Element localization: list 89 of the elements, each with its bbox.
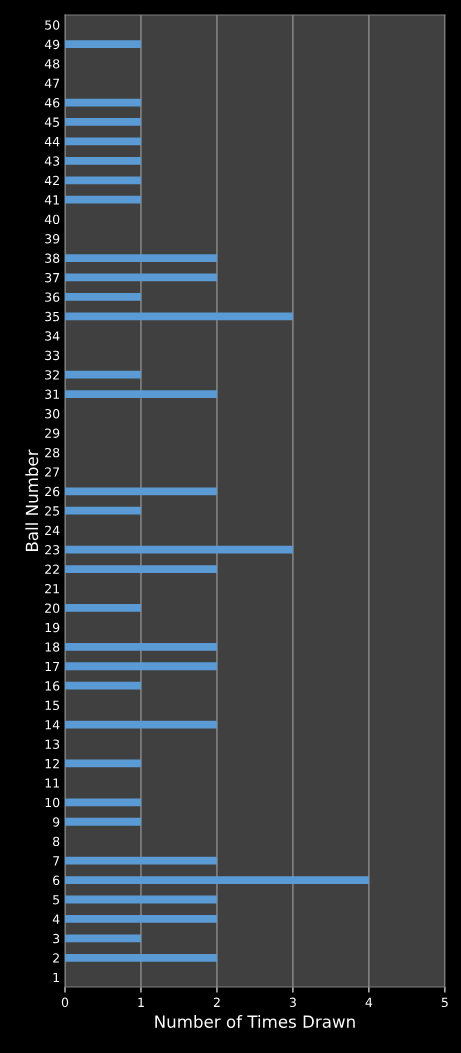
bar (65, 312, 293, 321)
y-tick-label: 13 (45, 739, 60, 749)
bar (65, 545, 293, 554)
bar (65, 681, 141, 690)
y-tick-label: 33 (45, 350, 60, 361)
x-tick-label: 5 (441, 997, 448, 1008)
bar (65, 370, 141, 379)
y-tick-label: 35 (45, 311, 60, 322)
x-tick-label: 2 (213, 997, 220, 1007)
bar (65, 293, 141, 301)
bar (65, 915, 217, 923)
y-tick-label: 18 (45, 642, 60, 652)
y-tick-label: 11 (45, 778, 59, 788)
y-tick-label: 47 (44, 78, 60, 88)
bar (65, 254, 217, 262)
y-tick-label: 29 (45, 428, 60, 438)
y-tick-label: 2 (53, 953, 59, 963)
y-tick-label: 14 (45, 720, 60, 730)
y-tick-label: 36 (45, 292, 60, 302)
bar (65, 856, 217, 865)
bar (65, 817, 141, 826)
y-tick-label: 50 (45, 20, 60, 30)
y-tick-label: 16 (45, 681, 60, 691)
y-tick-label: 23 (45, 545, 60, 555)
y-tick-label: 4 (52, 914, 60, 924)
y-tick-label: 46 (44, 98, 60, 108)
y-tick-label: 43 (44, 156, 60, 166)
x-tick-label: 3 (289, 997, 296, 1008)
y-tick-label: 19 (45, 622, 60, 633)
bar (65, 662, 217, 671)
y-tick-label: 9 (52, 817, 60, 827)
x-tick-label: 4 (365, 997, 373, 1007)
bar (65, 195, 141, 204)
y-tick-label: 20 (45, 603, 60, 613)
bar (65, 934, 141, 943)
bar (65, 118, 141, 126)
y-tick-label: 45 (44, 117, 60, 127)
x-axis-title: Number of Times Drawn (155, 1015, 355, 1028)
bar (65, 137, 141, 146)
bar (65, 565, 217, 573)
y-tick-label: 17 (45, 661, 60, 671)
bar (65, 798, 141, 807)
y-tick-label: 48 (44, 59, 60, 69)
x-tick-label: 1 (138, 997, 144, 1007)
x-tick-label: 0 (61, 997, 69, 1008)
y-tick-label: 30 (45, 409, 60, 419)
bar (65, 273, 217, 282)
bar (65, 40, 141, 49)
y-tick-label: 39 (45, 234, 60, 244)
y-tick-label: 10 (45, 797, 60, 808)
y-tick-label: 27 (45, 467, 60, 477)
y-tick-label: 49 (44, 39, 60, 50)
bar (65, 487, 217, 496)
y-tick-label: 37 (45, 272, 60, 283)
y-tick-label: 40 (44, 214, 60, 225)
y-tick-label: 5 (53, 895, 60, 905)
bar (65, 642, 217, 651)
y-tick-label: 34 (45, 331, 60, 341)
bar (65, 604, 141, 612)
y-tick-label: 6 (53, 875, 60, 885)
bar (65, 506, 141, 515)
bar (65, 759, 141, 768)
bar (65, 98, 141, 107)
y-tick-label: 21 (45, 583, 59, 594)
y-tick-label: 31 (45, 389, 59, 400)
y-tick-label: 44 (44, 137, 60, 147)
y-tick-label: 7 (53, 856, 60, 866)
y-tick-label: 38 (45, 253, 60, 263)
y-tick-label: 3 (53, 933, 60, 944)
y-tick-label: 15 (45, 700, 60, 711)
y-tick-label: 25 (45, 506, 60, 516)
y-tick-label: 12 (45, 758, 59, 769)
y-tick-label: 41 (44, 195, 59, 205)
y-tick-label: 26 (45, 486, 60, 497)
bar (65, 895, 217, 904)
y-tick-label: 32 (45, 370, 59, 380)
y-tick-label: 28 (45, 447, 60, 458)
y-tick-label: 22 (45, 564, 59, 574)
y-tick-label: 42 (44, 175, 59, 186)
bar (65, 390, 217, 398)
y-tick-label: 8 (53, 836, 60, 847)
bar (65, 156, 141, 165)
bar (65, 720, 217, 729)
y-tick-label: 1 (53, 972, 59, 983)
bar (65, 876, 369, 884)
bar (65, 176, 141, 185)
y-tick-label: 24 (45, 525, 60, 535)
bar (65, 953, 217, 962)
y-axis-title: Ball Number (25, 449, 39, 551)
